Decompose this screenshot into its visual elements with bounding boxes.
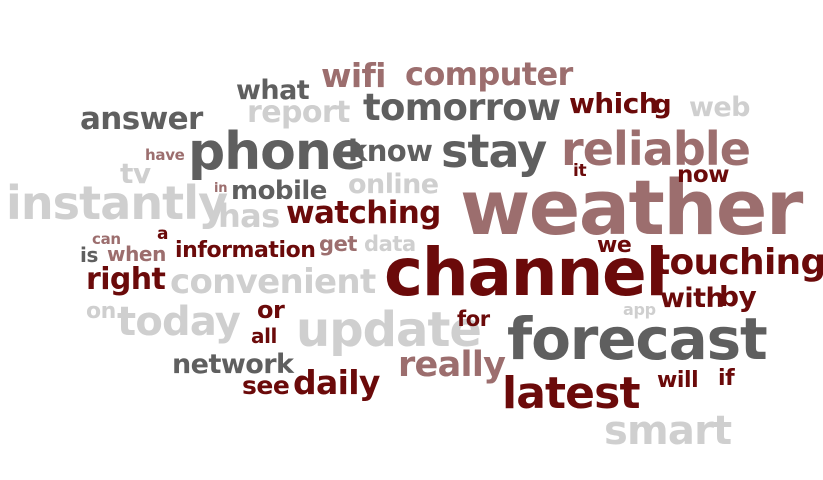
word-by: by bbox=[719, 280, 757, 313]
word-tomorrow: tomorrow bbox=[363, 86, 561, 129]
word-we: we bbox=[597, 233, 632, 258]
word-phone: phone bbox=[188, 122, 366, 182]
word-see: see bbox=[242, 371, 290, 400]
word-web: web bbox=[689, 92, 751, 123]
word-is: is bbox=[80, 243, 98, 267]
word-daily: daily bbox=[293, 363, 380, 402]
word-channel: channel bbox=[384, 234, 668, 311]
word-all: all bbox=[251, 324, 278, 348]
word-or: or bbox=[257, 296, 285, 324]
word-information: information bbox=[175, 238, 316, 263]
word-in: in bbox=[214, 181, 228, 196]
word-a: a bbox=[157, 224, 169, 244]
word-touching: touching bbox=[653, 242, 823, 283]
word-instantly: instantly bbox=[6, 176, 228, 230]
word-online: online bbox=[348, 169, 439, 200]
word-has: has bbox=[218, 197, 280, 235]
word-smart: smart bbox=[604, 408, 732, 454]
word-latest: latest bbox=[502, 368, 640, 419]
word-reliable: reliable bbox=[561, 122, 751, 176]
word-wifi: wifi bbox=[321, 56, 386, 95]
word-forecast: forecast bbox=[507, 305, 768, 373]
word-convenient: convenient bbox=[170, 262, 376, 302]
word-watching: watching bbox=[286, 195, 441, 231]
word-can: can bbox=[92, 230, 121, 248]
word-update: update bbox=[296, 302, 482, 358]
word-data: data bbox=[364, 232, 416, 256]
word-when: when bbox=[107, 242, 166, 266]
word-have: have bbox=[145, 146, 185, 164]
word-app: app bbox=[623, 300, 656, 319]
word-if: if bbox=[718, 366, 735, 391]
word-really: really bbox=[398, 345, 506, 385]
word-today: today bbox=[117, 299, 241, 345]
word-stay: stay bbox=[441, 124, 547, 178]
word-which: which bbox=[569, 87, 659, 120]
word-mobile: mobile bbox=[231, 176, 327, 206]
word-weather: weather bbox=[460, 163, 803, 252]
word-report: report bbox=[247, 95, 350, 130]
word-answer: answer bbox=[80, 101, 203, 137]
word-tv: tv bbox=[120, 157, 151, 190]
word-on: on bbox=[86, 299, 116, 324]
word-get: get bbox=[319, 232, 358, 256]
word-for: for bbox=[457, 307, 490, 331]
word-know: know bbox=[348, 134, 433, 168]
word-it: it bbox=[573, 161, 587, 181]
word-g: g bbox=[653, 90, 672, 120]
word-what: what bbox=[236, 75, 310, 106]
word-network: network bbox=[172, 349, 294, 380]
word-computer: computer bbox=[405, 55, 573, 93]
word-will: will bbox=[657, 368, 699, 393]
word-with: with bbox=[660, 283, 725, 314]
word-right: right bbox=[86, 262, 166, 297]
word-now: now bbox=[677, 162, 730, 188]
